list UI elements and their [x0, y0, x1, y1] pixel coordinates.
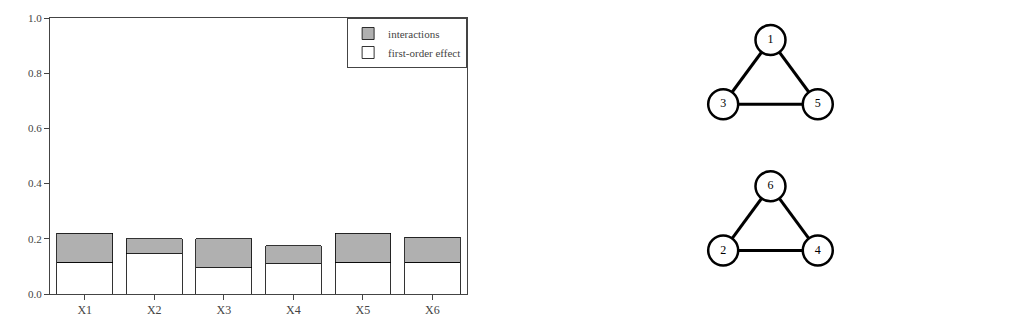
svg-text:0.8: 0.8: [28, 67, 42, 79]
svg-text:3: 3: [720, 96, 726, 110]
svg-text:X5: X5: [356, 303, 371, 317]
svg-text:interactions: interactions: [388, 28, 439, 40]
svg-text:0.0: 0.0: [28, 288, 42, 300]
svg-text:0.4: 0.4: [28, 177, 42, 189]
svg-text:1: 1: [767, 32, 773, 46]
svg-text:0.6: 0.6: [28, 122, 42, 134]
svg-text:X1: X1: [77, 303, 92, 317]
svg-text:1.0: 1.0: [28, 12, 42, 24]
svg-text:X2: X2: [147, 303, 162, 317]
svg-text:X3: X3: [216, 303, 231, 317]
svg-text:4: 4: [815, 243, 821, 257]
svg-text:6: 6: [767, 178, 773, 192]
svg-text:0.2: 0.2: [28, 233, 42, 245]
svg-text:2: 2: [720, 243, 726, 257]
svg-text:X6: X6: [425, 303, 440, 317]
svg-text:first-order effect: first-order effect: [388, 47, 460, 59]
svg-text:X4: X4: [286, 303, 301, 317]
svg-text:5: 5: [815, 96, 821, 110]
